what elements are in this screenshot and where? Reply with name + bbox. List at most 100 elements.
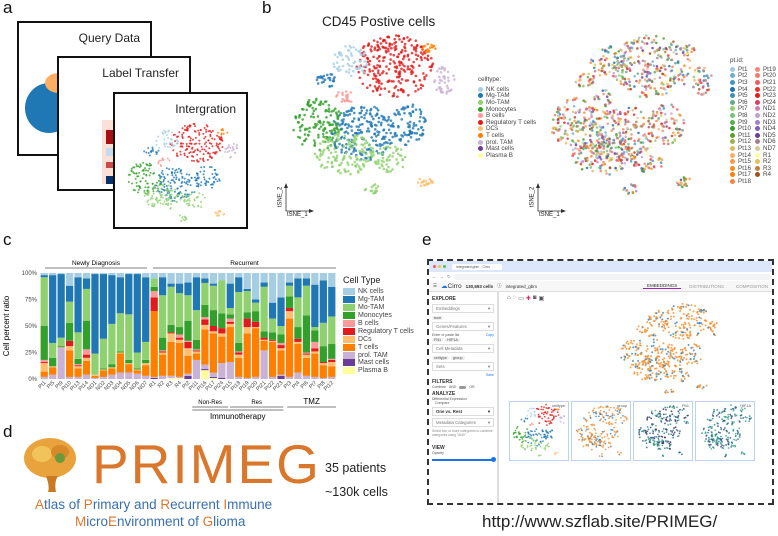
minimize-window-button[interactable]	[438, 265, 441, 268]
lasso-icon[interactable]: ◌	[512, 295, 517, 301]
and-or-toggle[interactable]	[459, 386, 467, 389]
cell-point	[203, 126, 206, 129]
cell-point	[603, 440, 606, 443]
cell-point	[704, 91, 708, 95]
thumbnail-hif1a[interactable]: HIF1A	[695, 401, 755, 461]
close-window-button[interactable]	[433, 265, 436, 268]
cell-point	[453, 78, 456, 81]
gene-chip[interactable]: HIF1A	[445, 338, 460, 342]
pan-icon[interactable]: ✚	[525, 296, 531, 302]
cell-point	[637, 163, 641, 167]
cell-point	[616, 69, 620, 73]
cell-point	[163, 129, 166, 132]
bar-segment	[268, 273, 277, 303]
cell-point	[634, 362, 637, 365]
cell-point	[664, 391, 667, 394]
cell-point	[164, 131, 167, 134]
cell-point	[583, 439, 586, 442]
cell-point	[663, 361, 666, 364]
cell-point	[658, 53, 661, 56]
cell-point	[632, 363, 635, 366]
home-icon[interactable]: ⌂	[507, 295, 511, 301]
cell-point	[671, 369, 674, 372]
cell-point	[647, 119, 650, 123]
primeg-url[interactable]: http://www.szflab.site/PRIMEG/	[482, 512, 718, 531]
cell-point	[734, 405, 737, 408]
compare-select[interactable]: One vs. Rest ▾	[432, 407, 494, 416]
cell-point	[335, 137, 339, 140]
cell-point	[624, 156, 627, 160]
cell-point	[582, 147, 585, 151]
legend-label: Pt2	[738, 72, 748, 80]
cell-point	[209, 135, 212, 138]
cell-point	[588, 109, 592, 112]
cell-point	[188, 135, 191, 138]
opacity-slider[interactable]	[432, 457, 496, 462]
copy-link[interactable]: Copy	[485, 333, 494, 337]
cell-point	[159, 196, 162, 199]
layers-icon[interactable]: ▣	[538, 296, 545, 302]
cell-point	[174, 188, 177, 191]
cell-point	[312, 115, 316, 119]
thumbnail-celltype[interactable]: celltype	[509, 401, 569, 461]
cell-point	[682, 356, 685, 359]
embedding-chip[interactable]: tsne	[432, 316, 444, 320]
cell-point	[682, 46, 686, 50]
browser-tab[interactable]: integrated.gbm - Cirro	[452, 263, 502, 270]
forward-icon[interactable]: →	[439, 274, 445, 279]
cell-point	[719, 431, 721, 434]
reload-icon[interactable]: ↻	[447, 273, 451, 279]
save-link[interactable]: Save	[486, 373, 494, 377]
cell-point	[399, 154, 403, 157]
cell-point	[621, 143, 624, 146]
camera-icon[interactable]: ◙	[532, 295, 537, 301]
genes-features-select[interactable]: Genes/Features ▾	[432, 322, 494, 331]
legend-swatch	[754, 145, 760, 151]
metadata-chip[interactable]: celltype	[432, 356, 449, 360]
tab-composition[interactable]: COMPOSITION	[735, 283, 768, 289]
cell-point	[696, 310, 699, 313]
gene-chip[interactable]: FN1	[432, 338, 444, 342]
tab-distributions[interactable]: DISTRIBUTIONS	[689, 283, 724, 289]
cell-point	[181, 177, 184, 180]
bar-segment	[49, 366, 57, 368]
bar-segment	[184, 340, 192, 342]
cell-point	[603, 162, 607, 166]
cell-point	[418, 177, 422, 181]
legend-swatch	[754, 73, 760, 79]
cell-point	[665, 80, 669, 84]
tab-embeddings[interactable]: EMBEDDINGS	[642, 283, 682, 289]
sets-select[interactable]: Sets ▾	[432, 362, 494, 371]
metadata-chip[interactable]: group	[450, 356, 465, 360]
cell-point	[387, 118, 390, 121]
bar-segment	[40, 371, 48, 377]
cell-point	[157, 188, 160, 191]
menu-icon[interactable]: ☰	[433, 283, 438, 288]
cell-point	[338, 124, 341, 127]
cell-point	[556, 451, 559, 454]
thumbnail-fn1[interactable]: FN1	[633, 401, 693, 461]
cell-point	[716, 444, 719, 447]
cell-point	[626, 110, 630, 113]
embeddings-select[interactable]: Embeddings ▾	[432, 304, 494, 313]
main-embedding-plot[interactable]	[614, 299, 724, 399]
cell-point	[625, 150, 629, 154]
cell-point	[646, 67, 649, 70]
cell-point	[594, 429, 597, 431]
select-icon[interactable]: ▭	[518, 296, 524, 302]
cell-point	[377, 69, 380, 73]
cell-point	[624, 355, 627, 358]
metadata-categories-select[interactable]: Metadata Categories ▾	[432, 418, 494, 427]
maximize-window-button[interactable]	[443, 265, 446, 268]
cell-point	[157, 179, 160, 182]
thumbnail-group[interactable]: group	[571, 401, 631, 461]
cell-point	[665, 352, 668, 355]
cell-point	[385, 72, 388, 75]
cell-point	[670, 410, 673, 413]
cell-point	[658, 412, 661, 415]
cell-point	[158, 159, 161, 162]
back-icon[interactable]: ←	[432, 274, 437, 279]
address-bar[interactable]	[453, 273, 772, 280]
cell-metadata-select[interactable]: Cell Metadata ▾	[432, 344, 494, 353]
cell-point	[216, 134, 219, 137]
